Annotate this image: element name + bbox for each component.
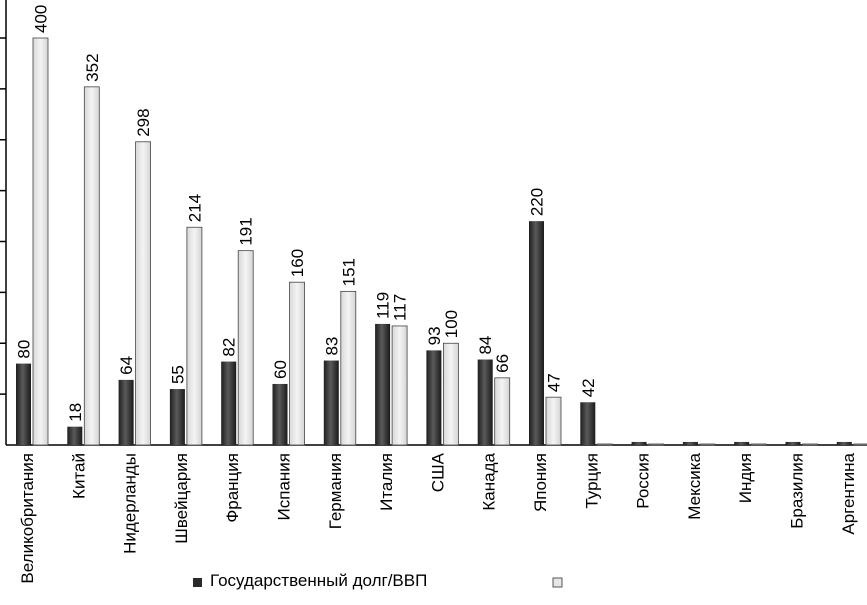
bar-series-2 bbox=[83, 86, 100, 446]
value-labels: 80 400 18 352 64 298 55 214 82 191 60 160 83 151 11911… bbox=[15, 5, 598, 422]
bar-series-1 bbox=[272, 383, 288, 445]
bar-series-1 bbox=[631, 441, 647, 445]
bar-series-1 bbox=[785, 441, 801, 445]
category-label: Германия bbox=[326, 453, 345, 529]
value-label-series-2: 151 bbox=[339, 258, 358, 286]
value-label-series-1: 220 bbox=[528, 188, 547, 216]
category-label: Япония bbox=[531, 453, 550, 512]
value-label-series-1: 93 bbox=[425, 326, 444, 345]
bar-series-2 bbox=[596, 443, 613, 446]
y-axis-ticks bbox=[0, 37, 6, 395]
category-labels: Великобритания Китай Нидерланды Швейцария Фр… bbox=[18, 452, 858, 583]
bar-series-2 bbox=[135, 141, 152, 446]
bar-series-2 bbox=[32, 37, 49, 446]
bar-series-1 bbox=[323, 360, 339, 445]
value-label-series-1: 80 bbox=[15, 340, 34, 359]
bar-series-1 bbox=[118, 379, 134, 445]
bar-series-1 bbox=[375, 323, 391, 445]
value-label-series-1: 60 bbox=[271, 360, 290, 379]
category-label: Франция bbox=[223, 453, 242, 523]
bar-series-1 bbox=[580, 402, 596, 445]
value-label-series-2: 100 bbox=[442, 310, 461, 338]
category-label: США bbox=[428, 452, 447, 492]
value-label-series-1: 18 bbox=[66, 403, 85, 422]
value-label-series-2: 66 bbox=[493, 354, 512, 373]
value-label-series-1: 119 bbox=[374, 292, 393, 319]
category-label: Китай bbox=[69, 453, 88, 499]
bar-series-2 bbox=[237, 250, 254, 446]
bar-series-2 bbox=[750, 443, 767, 446]
category-label: Италия bbox=[377, 453, 396, 511]
value-label-series-2: 191 bbox=[237, 217, 256, 245]
bars bbox=[16, 37, 867, 446]
category-label: Испания bbox=[275, 453, 294, 520]
category-label: Аргентина bbox=[839, 452, 858, 534]
bar-series-1 bbox=[529, 221, 544, 445]
value-label-series-2: 47 bbox=[545, 373, 564, 392]
category-label: Мексика bbox=[685, 452, 704, 519]
bar-series-2 bbox=[853, 443, 867, 446]
category-label: Нидерланды bbox=[121, 453, 140, 554]
bar-series-1 bbox=[221, 361, 237, 445]
value-label-series-1: 42 bbox=[579, 378, 598, 397]
bar-series-1 bbox=[169, 389, 185, 445]
legend-swatch-series-1 bbox=[193, 578, 202, 587]
bar-series-1 bbox=[836, 441, 852, 445]
value-label-series-1: 64 bbox=[117, 356, 136, 375]
bar-series-1 bbox=[682, 441, 698, 445]
category-label: Россия bbox=[634, 453, 653, 509]
value-label-series-2: 400 bbox=[32, 5, 51, 33]
category-label: Турция bbox=[582, 453, 601, 509]
value-label-series-2: 160 bbox=[288, 249, 307, 277]
value-label-series-2: 214 bbox=[185, 194, 204, 222]
bar-series-2 bbox=[648, 443, 664, 446]
bar-series-1 bbox=[734, 441, 750, 445]
legend: Государственный долг/ВВП bbox=[193, 571, 563, 590]
bar-series-2 bbox=[186, 226, 203, 446]
bar-series-2 bbox=[699, 443, 716, 446]
bar-series-2 bbox=[802, 443, 818, 446]
category-label: Индия bbox=[736, 453, 755, 503]
value-label-series-1: 82 bbox=[220, 338, 239, 357]
category-label: Канада bbox=[480, 452, 499, 510]
bar-series-2 bbox=[494, 377, 511, 446]
bar-series-2 bbox=[545, 396, 562, 446]
category-label: Великобритания bbox=[18, 453, 37, 584]
legend-swatch-series-2 bbox=[552, 577, 563, 588]
value-label-series-1: 55 bbox=[168, 365, 187, 384]
value-label-series-1: 83 bbox=[322, 337, 341, 356]
category-label: Бразилия bbox=[788, 453, 807, 529]
legend-label-series-1: Государственный долг/ВВП bbox=[210, 571, 427, 590]
bar-series-2 bbox=[340, 290, 357, 446]
bar-series-1 bbox=[16, 363, 31, 445]
value-label-series-2: 298 bbox=[134, 108, 153, 136]
value-label-series-2: 352 bbox=[83, 53, 102, 81]
bar-series-1 bbox=[67, 426, 83, 445]
value-label-series-1: 84 bbox=[476, 336, 495, 355]
value-label-series-2: 117 bbox=[391, 294, 410, 321]
category-label: Швейцария bbox=[172, 453, 191, 544]
bar-series-2 bbox=[289, 281, 305, 446]
bar-series-2 bbox=[391, 325, 408, 446]
bar-series-1 bbox=[477, 359, 493, 445]
bar-series-1 bbox=[426, 350, 442, 445]
bar-series-2 bbox=[442, 342, 459, 446]
